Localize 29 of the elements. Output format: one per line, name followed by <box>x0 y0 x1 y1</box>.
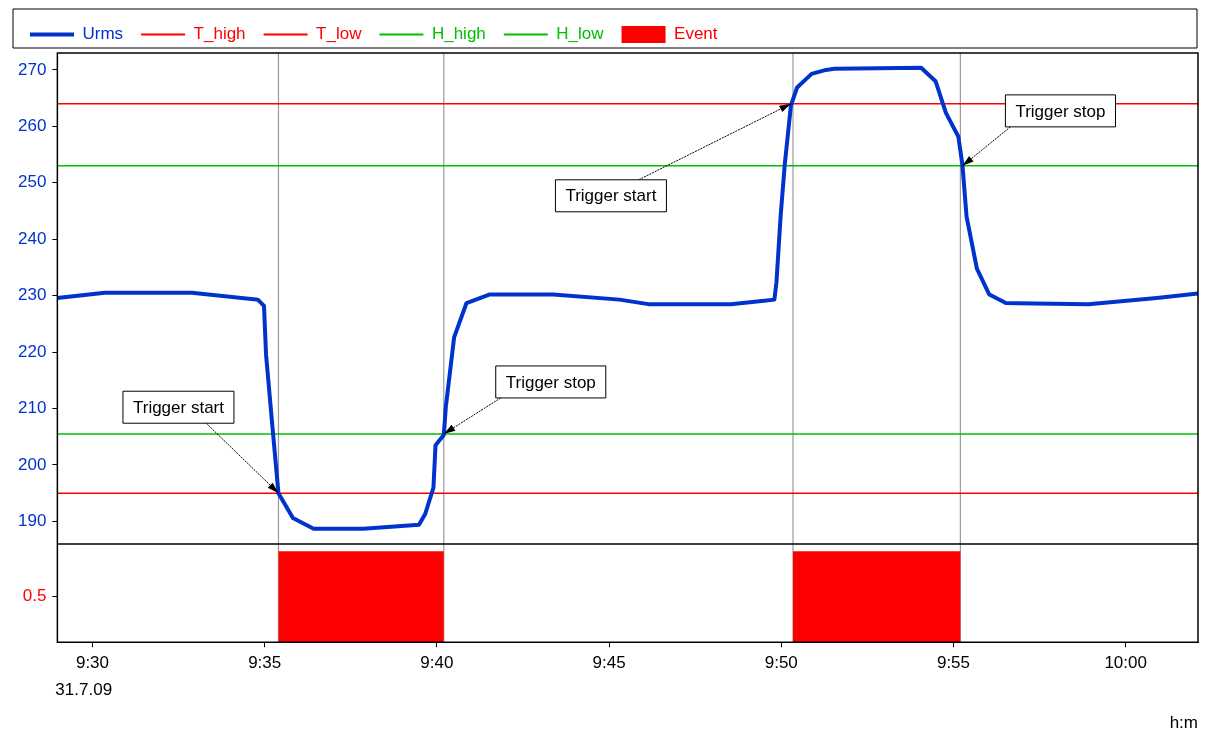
x-tick-label: 9:55 <box>936 653 971 673</box>
annotation: Trigger start <box>132 397 225 417</box>
y-tick-label: 250 <box>17 172 47 192</box>
legend-label: T_low <box>316 24 363 44</box>
y-tick-label: 260 <box>17 116 47 136</box>
x-tick-label: 9:30 <box>75 653 110 673</box>
legend-label: H_high <box>431 24 486 44</box>
y-tick-label: 240 <box>17 228 47 248</box>
y-tick-label: 200 <box>17 454 47 474</box>
x-tick-label: 9:50 <box>764 653 798 673</box>
y-tick-label: 190 <box>17 511 47 531</box>
text: 31.7.09 <box>55 680 113 700</box>
y2-tick-label: 0.5 <box>22 586 47 606</box>
x-tick-label: 9:35 <box>248 653 282 673</box>
annotation: Trigger stop <box>505 372 596 392</box>
x-tick-label: 10:00 <box>1104 653 1147 673</box>
y-tick-label: 210 <box>17 398 47 418</box>
x-tick-label: 9:40 <box>420 653 454 673</box>
annotation: Trigger start <box>565 186 657 206</box>
y-tick-label: 270 <box>17 59 47 79</box>
annotation: Trigger stop <box>1015 101 1106 121</box>
legend-label: H_low <box>556 24 605 44</box>
legend-label: T_high <box>193 24 246 44</box>
x-axis-title: h:m <box>1169 713 1198 733</box>
y-tick-label: 220 <box>17 341 47 361</box>
legend-label: Event <box>674 24 718 44</box>
x-tick-label: 9:45 <box>592 653 626 673</box>
legend-label: Urms <box>82 24 124 44</box>
y-tick-label: 230 <box>17 285 47 305</box>
